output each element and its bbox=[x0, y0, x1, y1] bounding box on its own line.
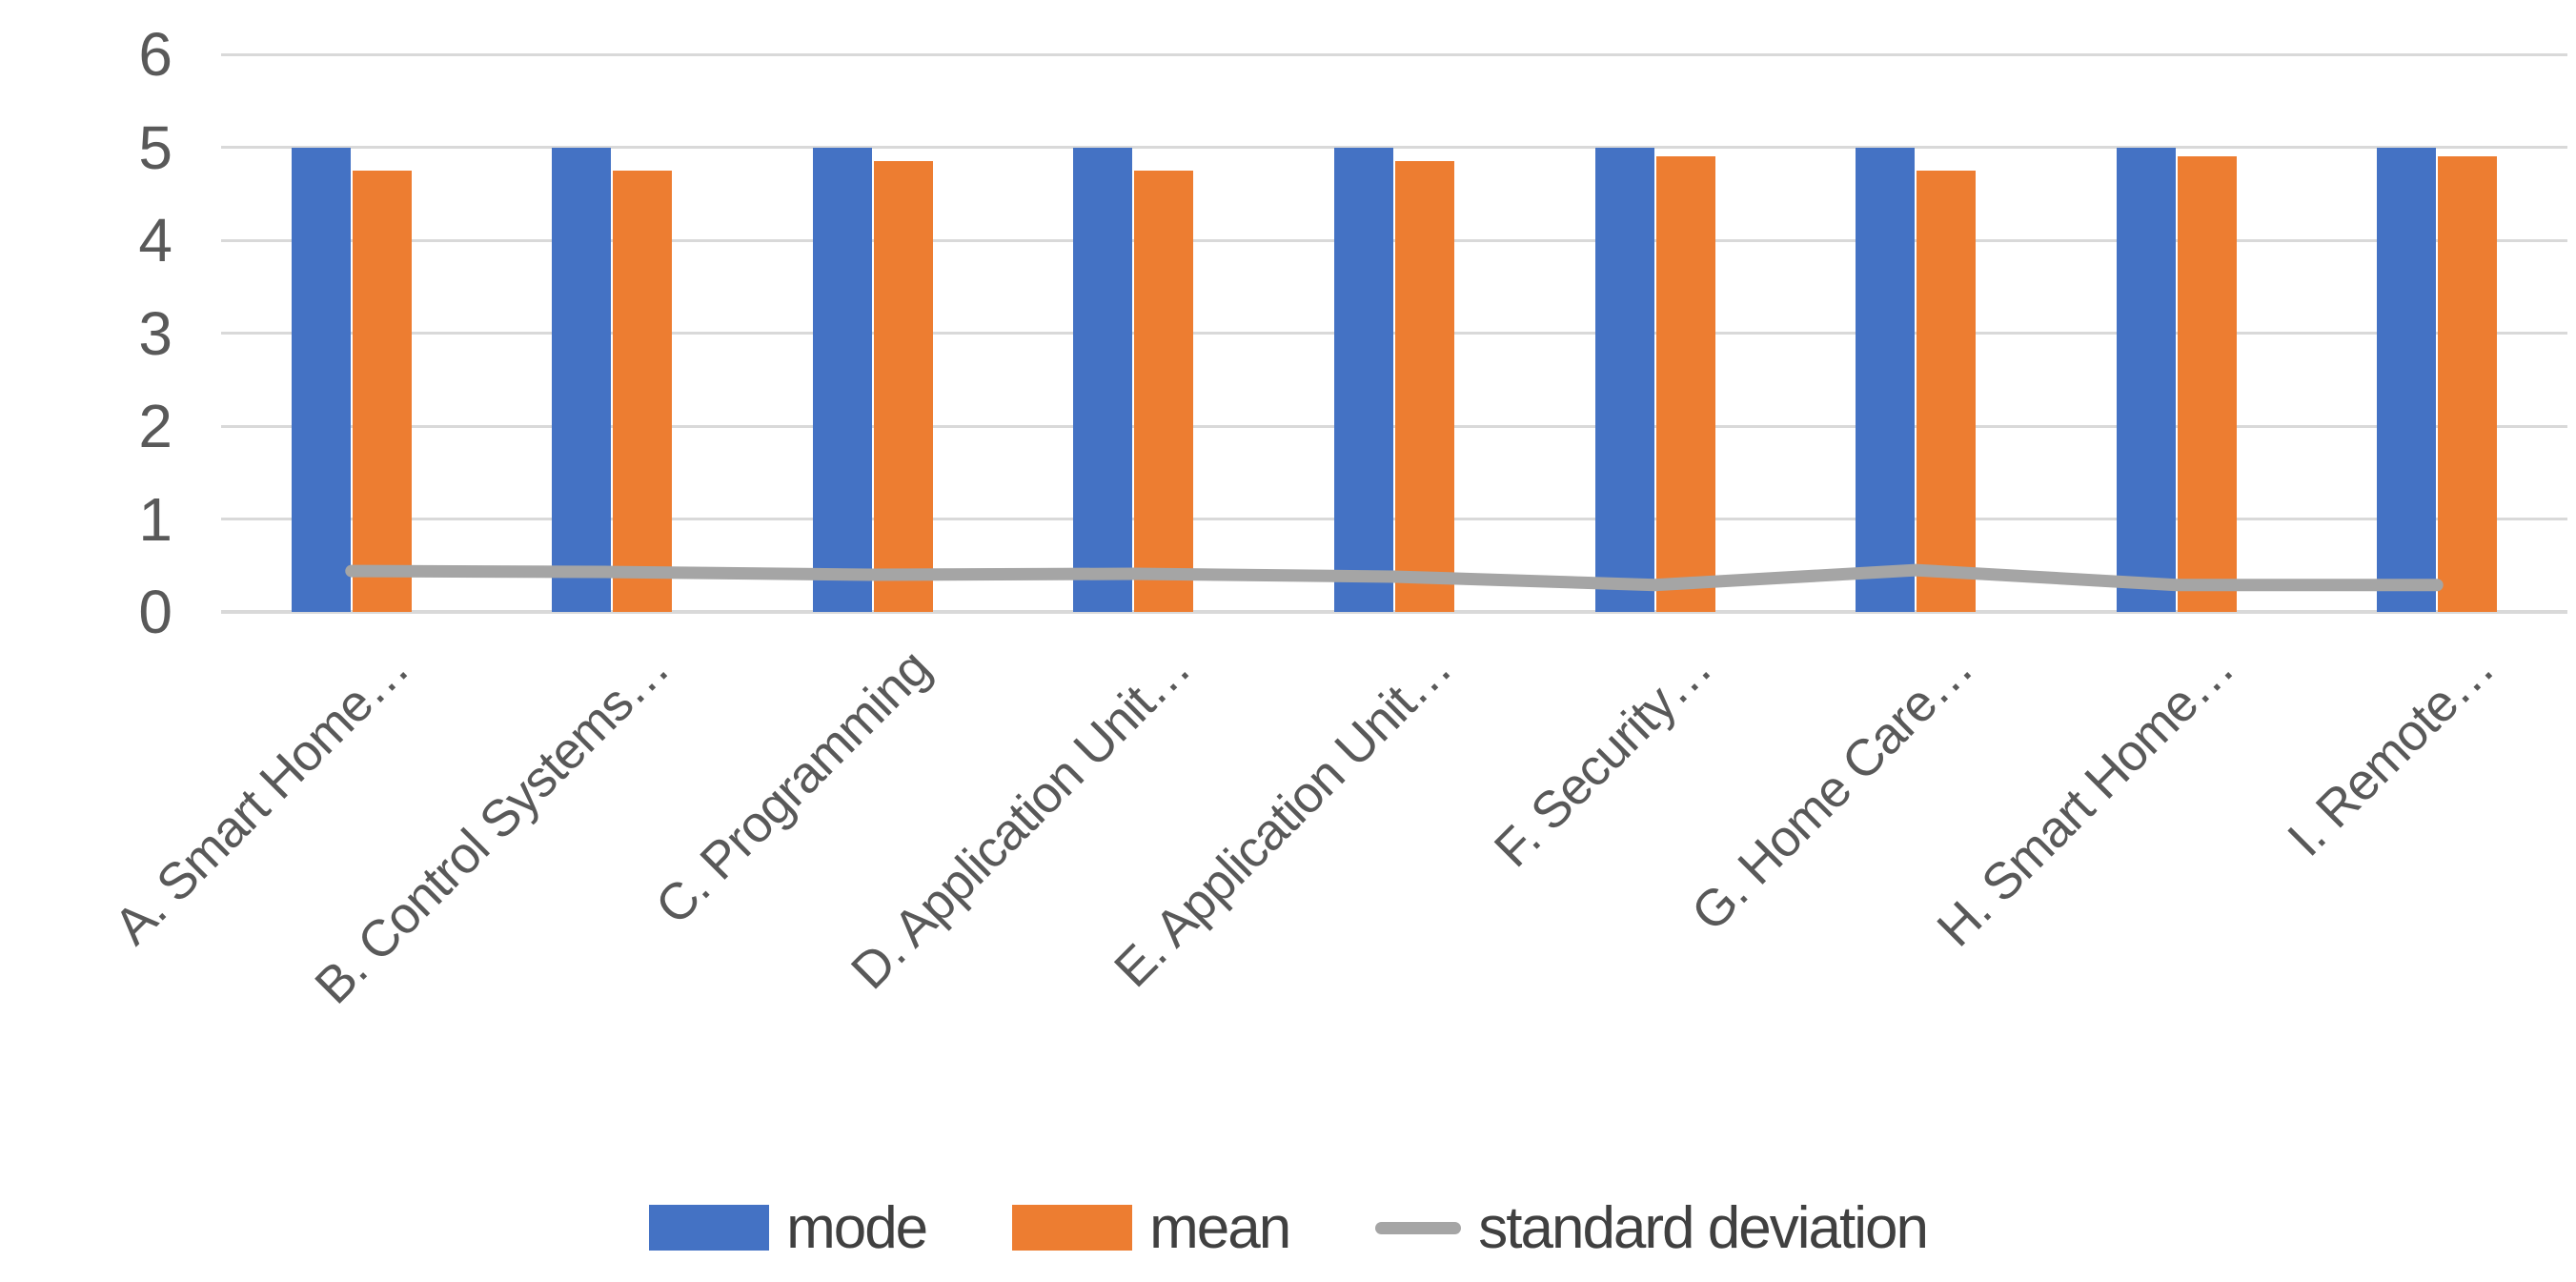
y-axis-tick-label-1: 1 bbox=[138, 484, 172, 554]
gridline-y-0 bbox=[221, 610, 2567, 614]
y-axis-tick-label-5: 5 bbox=[138, 112, 172, 182]
y-axis-tick-label-2: 2 bbox=[138, 392, 172, 460]
mean-bar-9 bbox=[2438, 156, 2498, 612]
mean-legend-swatch bbox=[1012, 1205, 1133, 1251]
mode-bar-5 bbox=[1334, 147, 1393, 612]
mode-bar-7 bbox=[1856, 147, 1916, 612]
legend-item-mode: mode bbox=[649, 1194, 928, 1262]
gridline-y-6 bbox=[221, 52, 2567, 56]
standard-deviation-legend-line-swatch bbox=[1375, 1221, 1462, 1234]
mean-bar-8 bbox=[2177, 156, 2237, 612]
mode-legend-label: mode bbox=[786, 1194, 928, 1261]
mode-bar-9 bbox=[2377, 147, 2437, 612]
mean-bar-7 bbox=[1917, 170, 1977, 612]
mode-bar-3 bbox=[812, 147, 872, 612]
category-label-9: I. Remote… bbox=[2277, 639, 2505, 867]
mode-bar-8 bbox=[2116, 147, 2176, 612]
mode-bar-4 bbox=[1073, 147, 1133, 612]
gridline-y-1 bbox=[221, 518, 2567, 520]
y-axis-tick-label-4: 4 bbox=[138, 206, 172, 275]
mean-bar-4 bbox=[1134, 170, 1194, 612]
category-label-3: C. Programming bbox=[644, 639, 942, 936]
gridline-y-2 bbox=[221, 424, 2567, 428]
mode-bar-6 bbox=[1594, 147, 1654, 612]
legend-item-mean: mean bbox=[1012, 1194, 1291, 1262]
y-axis-tick-label-6: 6 bbox=[138, 20, 172, 89]
mean-bar-5 bbox=[1395, 161, 1454, 612]
category-label-6: F. Security… bbox=[1484, 639, 1723, 879]
mode-bar-2 bbox=[552, 147, 612, 612]
mean-bar-1 bbox=[352, 170, 412, 612]
legend: mode mean standard deviation bbox=[0, 1180, 2576, 1275]
mean-bar-3 bbox=[873, 161, 933, 612]
standard-deviation-legend-label: standard deviation bbox=[1478, 1194, 1929, 1261]
legend-item-standard-deviation: standard deviation bbox=[1375, 1194, 1929, 1262]
gridline-y-4 bbox=[221, 238, 2567, 242]
y-axis-tick-label-0: 0 bbox=[138, 578, 172, 646]
mode-legend-swatch bbox=[649, 1205, 770, 1251]
gridline-y-3 bbox=[221, 332, 2567, 335]
mean-bar-6 bbox=[1655, 156, 1715, 612]
mean-legend-label: mean bbox=[1149, 1194, 1291, 1261]
mean-bar-2 bbox=[613, 170, 673, 612]
gridline-y-5 bbox=[221, 146, 2567, 149]
y-axis-tick-label-3: 3 bbox=[138, 298, 172, 368]
mode-bar-1 bbox=[291, 147, 351, 612]
category-label-7: G. Home Care… bbox=[1680, 639, 1984, 943]
